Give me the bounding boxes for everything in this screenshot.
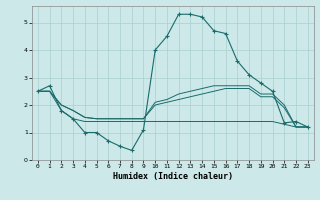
X-axis label: Humidex (Indice chaleur): Humidex (Indice chaleur): [113, 172, 233, 181]
